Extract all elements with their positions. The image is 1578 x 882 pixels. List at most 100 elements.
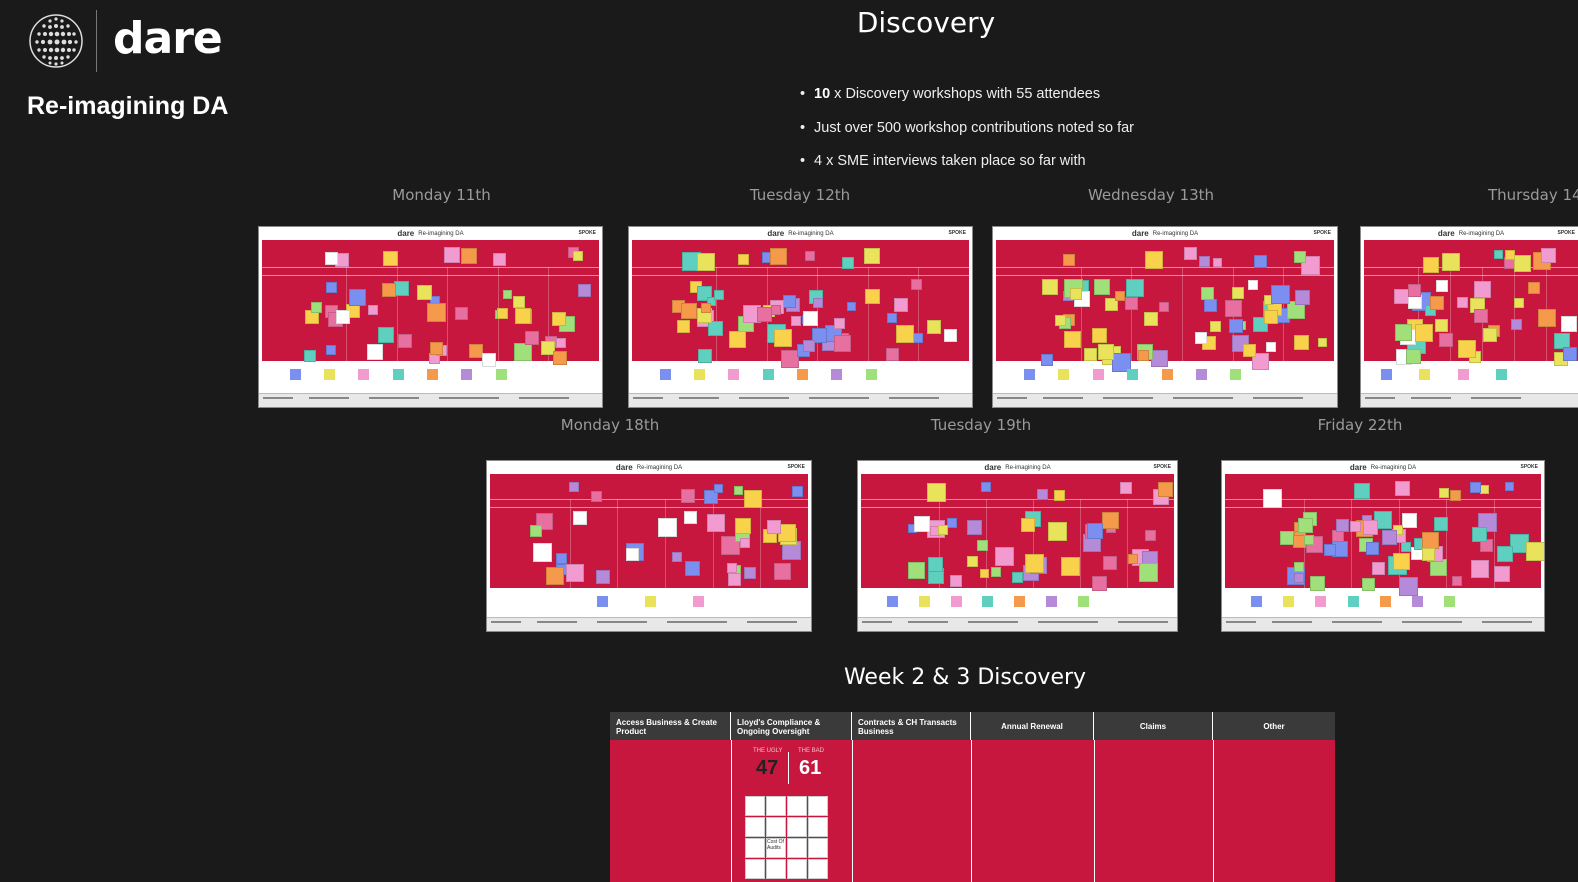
sticky-note — [1139, 563, 1158, 582]
board-brand: SPOKE — [1520, 464, 1538, 470]
week-title: Week 2 & 3 Discovery — [843, 665, 1087, 690]
sticky-note — [1061, 557, 1080, 576]
legend-swatch — [1230, 369, 1241, 380]
sticky-note — [927, 320, 941, 334]
sticky-note — [1042, 279, 1058, 295]
column-annual-renewal: Annual Renewal — [971, 712, 1094, 740]
sticky-note — [1229, 319, 1243, 333]
sticky-note — [1435, 319, 1448, 332]
legend-swatch — [1162, 369, 1173, 380]
sticky-note — [553, 351, 567, 365]
legend-swatch — [1381, 369, 1392, 380]
legend-swatch — [1496, 369, 1507, 380]
sticky-note — [556, 553, 567, 564]
sticky-note — [1422, 548, 1435, 561]
sticky-note — [842, 257, 854, 269]
sticky-note — [1472, 527, 1487, 542]
board-brand: SPOKE — [1557, 230, 1575, 236]
sticky-note — [1294, 573, 1304, 583]
sticky-note — [514, 343, 532, 361]
board-footer — [1361, 393, 1578, 407]
sticky-note — [552, 312, 566, 326]
sticky-note — [398, 334, 412, 348]
contribution-card — [808, 796, 828, 816]
sticky-note — [1064, 331, 1081, 348]
sticky-note — [886, 348, 899, 361]
sticky-note — [740, 538, 750, 548]
sticky-note — [770, 248, 787, 265]
sticky-note — [1350, 521, 1361, 532]
globe-logo-icon — [29, 14, 83, 68]
sticky-note — [864, 248, 880, 264]
sticky-note — [1232, 287, 1244, 299]
sticky-note — [727, 563, 737, 573]
legend-swatch — [1014, 596, 1025, 607]
legend-swatch — [1093, 369, 1104, 380]
sticky-note — [1408, 295, 1422, 309]
sticky-note — [1561, 316, 1577, 332]
board-brand: SPOKE — [1153, 464, 1171, 470]
summary-bullets: 10 x Discovery workshops with 55 attende… — [800, 84, 1134, 185]
legend-swatch — [1412, 596, 1423, 607]
contribution-card — [787, 859, 807, 879]
sticky-note — [1280, 531, 1294, 545]
sticky-note — [774, 563, 791, 580]
workshop-board-thumbnail: dare Re-imagining DA SPOKE — [628, 226, 973, 408]
board-logo-text: dare — [615, 463, 633, 472]
legend-swatch — [919, 596, 930, 607]
sticky-note — [744, 567, 756, 579]
sticky-note — [326, 345, 336, 355]
sticky-note — [1102, 512, 1119, 529]
sticky-note — [697, 253, 715, 271]
legend-swatch — [887, 596, 898, 607]
sticky-note — [1442, 253, 1460, 271]
sticky-note — [573, 511, 587, 525]
sticky-note — [834, 335, 851, 352]
board-canvas — [1364, 240, 1578, 366]
sticky-note — [541, 341, 555, 355]
legend-swatch — [728, 369, 739, 380]
week-board: Access Business & Create Product Lloyd's… — [610, 712, 1335, 882]
sticky-note — [1402, 513, 1417, 528]
legend-swatch — [358, 369, 369, 380]
board-caption: Re-imagining DA — [1152, 230, 1199, 237]
contribution-card — [745, 817, 765, 837]
sticky-note — [368, 305, 378, 315]
sticky-note — [813, 298, 823, 308]
day-label-tuesday-19: Tuesday 19th — [930, 416, 1032, 434]
legend-swatch — [1196, 369, 1207, 380]
sticky-note — [913, 333, 923, 343]
sticky-note — [1295, 290, 1310, 305]
sticky-note — [525, 331, 539, 345]
sticky-note — [1366, 542, 1379, 555]
sticky-note — [771, 305, 781, 315]
ugly-count: 47 — [756, 757, 779, 779]
sticky-note — [1025, 554, 1044, 573]
sticky-note — [1048, 522, 1067, 541]
sticky-note — [805, 251, 815, 261]
sticky-note — [382, 283, 396, 297]
sticky-note — [783, 295, 796, 308]
sticky-note — [967, 520, 982, 535]
sticky-note — [1021, 518, 1035, 532]
sticky-note — [1128, 554, 1138, 564]
sticky-note — [503, 290, 512, 299]
sticky-note — [1382, 530, 1397, 545]
sticky-note — [967, 556, 978, 567]
sticky-note — [596, 570, 610, 584]
sticky-note — [304, 350, 316, 362]
legend-swatch — [496, 369, 507, 380]
column-claims: Claims — [1094, 712, 1213, 740]
workshop-board-thumbnail: dare Re-imagining DA SPOKE — [258, 226, 603, 408]
sticky-note — [1201, 287, 1214, 300]
sticky-note — [896, 325, 914, 343]
day-label-tuesday-12: Tuesday 12th — [749, 186, 851, 204]
sticky-note — [1408, 284, 1421, 297]
sticky-note — [1087, 523, 1103, 539]
sticky-note — [995, 547, 1014, 566]
board-canvas — [1225, 474, 1544, 596]
board-logo-text: dare — [1349, 463, 1367, 472]
sticky-note — [1474, 309, 1488, 323]
sticky-note — [1294, 251, 1306, 263]
sticky-note — [427, 303, 446, 322]
